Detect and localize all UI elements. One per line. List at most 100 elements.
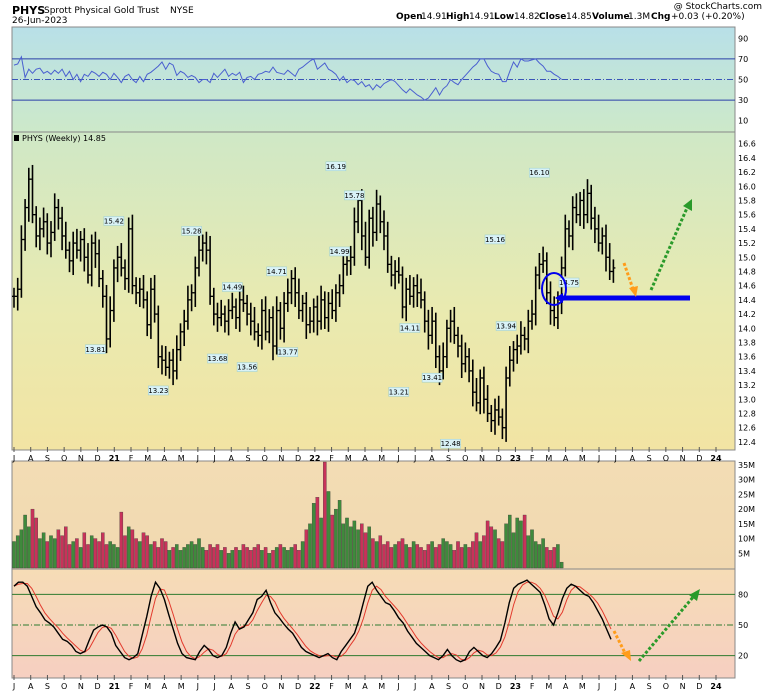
stochastic-tick-label: 50 [738, 621, 748, 630]
close-label: Close [539, 12, 566, 22]
x-tick-label: O [462, 454, 468, 463]
x-tick-label: A [162, 682, 168, 691]
volume-bar [496, 538, 501, 569]
x-tick-label: O [61, 682, 67, 691]
price-data-label-bg [222, 282, 243, 292]
x-tick-label: N [680, 682, 686, 691]
x-tick-label: D [295, 454, 301, 463]
stoch-down-arrow-head [621, 650, 631, 661]
x-tick-label: A [563, 454, 569, 463]
volume-bar [52, 538, 57, 569]
price-data-label: 13.41 [422, 374, 442, 382]
volume-bar [241, 544, 246, 569]
volume-bar [478, 541, 482, 569]
price-panel [11, 131, 736, 451]
volume-bar [182, 547, 186, 569]
price-layer: 15.42 13.81 15.28 13.23 14.49 13.68 14.71 13.56… [12, 161, 616, 449]
stoch-up-arrow [637, 595, 696, 662]
price-data-label-bg [181, 226, 202, 236]
volume-bar [541, 538, 545, 569]
price-data-label: 14.99 [330, 248, 350, 256]
volume-bar [34, 517, 38, 569]
low-label: Low [494, 12, 514, 22]
price-tick-label: 12.6 [738, 424, 756, 433]
volume-bar [530, 529, 534, 569]
price-data-label: 12.48 [441, 440, 461, 448]
price-data-label: 15.16 [485, 236, 506, 244]
rsi-layer [13, 55, 562, 101]
volume-bar [112, 544, 116, 569]
price-tick-label: 16.2 [738, 168, 756, 177]
x-tick-label: J [12, 454, 15, 463]
volume-bar [434, 547, 438, 569]
volume-bar [508, 514, 512, 569]
volume-bar [93, 538, 98, 569]
volume-bar [108, 541, 112, 569]
volume-bar [308, 523, 312, 569]
volume-label: Volume [592, 12, 630, 22]
x-tick-label: J [597, 682, 600, 691]
volume-bar [378, 535, 383, 569]
company-name: Sprott Physical Gold Trust [44, 6, 160, 16]
x-tick-label: J [597, 454, 600, 463]
volume-bar [452, 550, 457, 569]
x-tick-label: D [94, 454, 100, 463]
price-data-label: 13.94 [496, 323, 517, 331]
volume-bar [437, 544, 442, 569]
volume-bar [397, 541, 401, 569]
volume-bar [411, 541, 416, 569]
x-tick-label: M [545, 682, 552, 691]
volume-bar [448, 544, 453, 569]
volume-bar [67, 544, 72, 569]
price-data-label: 13.56 [237, 364, 258, 372]
x-tick-label: 23 [510, 454, 521, 463]
change-value: +0.03 (+0.20%) [671, 12, 745, 22]
price-data-label-bg [277, 347, 299, 357]
volume-bar [319, 517, 323, 569]
volume-bar [27, 526, 31, 569]
volume-bar [115, 547, 120, 569]
volume-bar [545, 547, 549, 569]
price-tick-label: 12.4 [738, 438, 756, 447]
price-tick-label: 13.2 [738, 381, 756, 390]
volume-bar [426, 544, 431, 569]
volume-bar [293, 544, 297, 569]
volume-bar [493, 529, 497, 569]
volume-bar [485, 520, 490, 569]
price-tick-label: 13.6 [738, 353, 756, 362]
volume-bar [141, 532, 146, 569]
x-tick-label: M [178, 682, 185, 691]
price-data-label-bg [484, 234, 506, 245]
volume-bar [419, 547, 423, 569]
volume-bar [271, 550, 275, 569]
change-label: Chg [651, 12, 670, 22]
x-tick-label: 21 [109, 682, 121, 691]
volume-bar [300, 541, 305, 569]
volume-bar [289, 547, 294, 569]
price-data-label: 14.75 [559, 279, 579, 287]
price-up-arrow-head [683, 199, 692, 211]
x-tick-label: 24 [710, 682, 722, 691]
volume-value: 1.3M [628, 12, 650, 22]
rsi-tick-label: 50 [738, 76, 748, 85]
price-tick-label: 16.0 [738, 182, 756, 191]
x-tick-label: A [229, 682, 235, 691]
volume-bar [330, 514, 334, 569]
volume-bar [189, 541, 194, 569]
highlight-circle [541, 272, 567, 306]
volume-bar [208, 544, 212, 569]
rsi-tick-label: 10 [738, 117, 748, 126]
volume-tick-label: 25M [738, 490, 755, 499]
volume-bar [356, 529, 360, 569]
x-tick-label: M [579, 454, 586, 463]
price-tick-label: 13.8 [738, 338, 756, 347]
volume-bar [548, 550, 553, 569]
volume-bar [278, 544, 283, 569]
grid-layer [12, 58, 735, 680]
x-tick-label: D [94, 682, 100, 691]
rsi-panel [11, 26, 736, 133]
price-down-arrow [622, 262, 635, 290]
price-data-label: 16.19 [326, 163, 346, 171]
x-tick-label: S [647, 682, 652, 691]
x-tick-label: A [563, 682, 569, 691]
